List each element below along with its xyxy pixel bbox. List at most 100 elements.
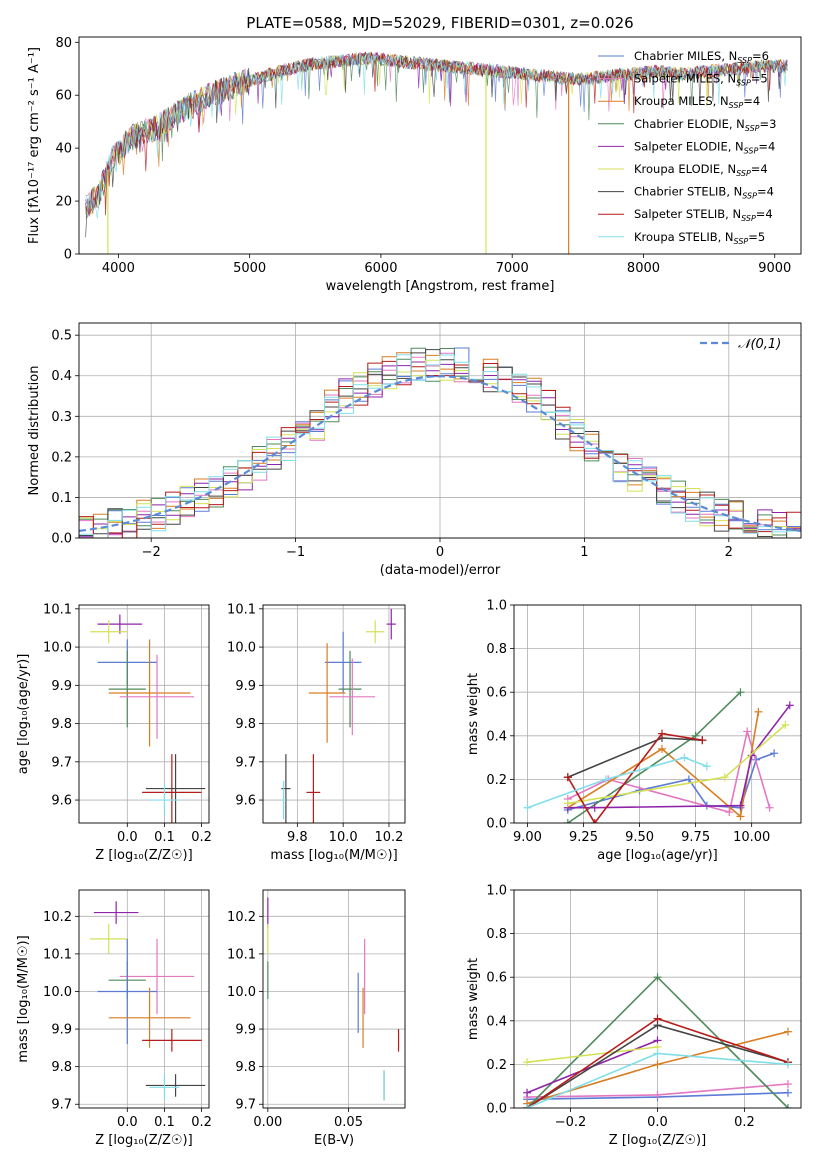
errorbar-point	[97, 614, 143, 634]
x-tick-label: 0.1	[154, 1115, 175, 1130]
y-tick-label: 9.7	[235, 755, 256, 770]
y-tick-label: 0.8	[486, 642, 507, 657]
series-line-salpeter-stelib	[567, 732, 703, 823]
y-tick-label: 9.7	[51, 755, 72, 770]
legend-label: Chabrier ELODIE, NSSP=3	[634, 117, 776, 133]
x-tick-label: 0.2	[734, 1115, 755, 1130]
mass-vs-Z-plot-area	[90, 901, 206, 1101]
data-point	[523, 803, 532, 812]
axes-frame	[262, 604, 406, 824]
data-point	[653, 1060, 662, 1069]
y-tick-label: 9.9	[51, 679, 72, 694]
x-tick-label: 0.1	[154, 830, 175, 845]
data-point	[725, 808, 734, 817]
x-tick-label: 2	[725, 545, 733, 560]
errorbar-point	[281, 754, 291, 823]
data-point	[770, 749, 779, 758]
errorbar-point	[308, 643, 346, 743]
y-tick-label: 9.6	[51, 794, 72, 809]
errorbar-point	[93, 901, 139, 924]
legend-label: Kroupa ELODIE, NSSP=4	[634, 162, 768, 178]
mass-vs-EBV-plot-area	[267, 897, 400, 1101]
y-tick-label: 0.2	[51, 450, 72, 465]
y-tick-label: 0.1	[51, 491, 72, 506]
x-tick-label: 6000	[364, 261, 397, 276]
y-axis-label: mass [log₁₀(M/M☉)]	[16, 935, 31, 1062]
y-tick-label: 10.1	[43, 602, 72, 617]
data-point	[736, 688, 745, 697]
x-axis-label: mass [log₁₀(M/M☉)]	[270, 848, 397, 863]
y-tick-label: 0.0	[486, 1102, 507, 1117]
errorbar-point	[149, 784, 180, 816]
errorbar-point	[149, 1074, 180, 1101]
legend-label: Chabrier MILES, NSSP=6	[634, 49, 769, 65]
weight-vs-age-chart: 9.00 9.25 9.50 9.75 10.00 0.0 0.2 0.4 0.6 0.8 1.0 a…	[466, 599, 802, 863]
data-point	[563, 773, 572, 782]
x-tick-label: −1	[286, 545, 305, 560]
legend-label: 𝒩(0,1)	[738, 337, 781, 352]
x-tick-label: 9.25	[569, 830, 598, 845]
x-tick-label: 0	[436, 545, 444, 560]
data-point	[783, 1104, 792, 1108]
y-tick-label: 9.9	[51, 1023, 72, 1038]
x-axis-label: wavelength [Angstrom, rest frame]	[326, 279, 555, 294]
y-tick-label: 0.2	[486, 773, 507, 788]
errorbar-point	[324, 631, 362, 693]
errorbar-point	[145, 1074, 206, 1097]
axes-frame	[78, 604, 210, 824]
data-point	[657, 744, 666, 753]
y-tick-label: 0.3	[51, 410, 72, 425]
data-point	[783, 1027, 792, 1036]
data-point	[783, 1080, 792, 1089]
errorbar-point	[366, 620, 385, 644]
x-tick-label: 0.2	[191, 830, 212, 845]
x-axis-label: Z [log₁₀(Z/Z☉)]	[95, 848, 192, 863]
legend-label: Kroupa STELIB, NSSP=5	[634, 230, 765, 246]
y-tick-label: 0.5	[51, 329, 72, 344]
y-tick-label: 10.1	[227, 602, 256, 617]
series-line-kroupa-elodie	[526, 1046, 658, 1063]
spectrum-chart: 4000 5000 6000 7000 8000 9000 0 20 40 60 80 wavelen…	[27, 14, 802, 294]
data-point	[653, 973, 662, 982]
data-point	[653, 1014, 662, 1023]
errorbar-point	[108, 639, 191, 747]
normal-curve	[79, 375, 801, 532]
y-tick-label: 10.2	[43, 910, 72, 925]
chart-title: PLATE=0588, MJD=52029, FIBERID=0301, z=0…	[246, 14, 633, 32]
errorbar-point	[386, 608, 396, 640]
x-tick-label: 8000	[627, 261, 660, 276]
y-tick-label: 20	[55, 195, 72, 210]
x-tick-label: 9.8	[287, 830, 308, 845]
series-line-kroupa-stelib	[527, 756, 708, 809]
spectrum-line-kroupa-stelib	[85, 52, 788, 219]
weight-vs-Z-plot-area	[523, 973, 792, 1108]
spectrum-line-salpeter-stelib	[85, 51, 788, 216]
data-point	[563, 799, 572, 808]
errorbar-point	[108, 650, 146, 728]
data-point	[783, 1060, 792, 1069]
errorbar-point	[338, 650, 362, 728]
y-tick-label: 10.0	[227, 985, 256, 1000]
age-vs-mass-plot-area	[281, 608, 396, 823]
y-tick-label: 10.1	[43, 947, 72, 962]
x-axis-label: Z [log₁₀(Z/Z☉)]	[609, 1133, 706, 1148]
y-tick-label: 0.4	[51, 369, 72, 384]
y-axis-label: mass weight	[466, 673, 481, 755]
data-point	[590, 803, 599, 812]
weight-vs-Z-chart: −0.2 0.0 0.2 0.0 0.2 0.4 0.6 0.8 1.0 Z [log₁₀(Z/Z…	[466, 884, 802, 1148]
y-tick-label: 0.0	[51, 532, 72, 547]
y-tick-label: 9.8	[51, 1060, 72, 1075]
spectrum-plot-area	[85, 51, 788, 254]
x-tick-label: 0.05	[334, 1115, 363, 1130]
legend-label: Salpeter STELIB, NSSP=4	[634, 207, 773, 223]
y-tick-label: 9.8	[235, 1060, 256, 1075]
data-point	[783, 1088, 792, 1097]
x-tick-label: 0.0	[647, 1115, 668, 1130]
errorbar-point	[108, 987, 191, 1048]
y-tick-label: 40	[55, 142, 72, 157]
axes-frame	[262, 889, 406, 1109]
weight-vs-age-plot-area	[523, 688, 794, 823]
y-tick-label: 1.0	[486, 884, 507, 899]
y-tick-label: 0.2	[486, 1058, 507, 1073]
data-point	[653, 1090, 662, 1099]
